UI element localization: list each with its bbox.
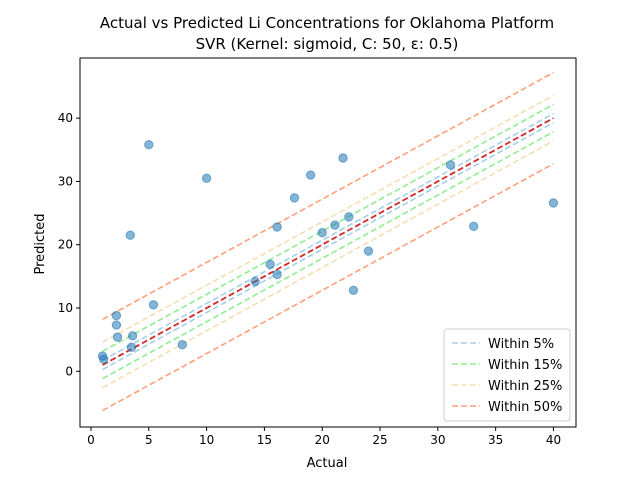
data-point xyxy=(468,221,479,232)
x-axis-label: Actual xyxy=(307,456,348,471)
band-line-within-25--upper xyxy=(102,94,554,343)
data-point xyxy=(338,153,348,163)
legend: Within 5% Within 15% Within 25% Within 50% xyxy=(443,328,571,422)
data-point xyxy=(317,227,327,238)
y-axis-label: Predicted xyxy=(33,213,48,274)
data-point xyxy=(250,276,260,287)
x-tick-label: 25 xyxy=(372,433,387,447)
data-point xyxy=(344,212,354,222)
data-point xyxy=(125,230,135,240)
data-point xyxy=(126,342,137,352)
data-point xyxy=(289,193,300,203)
scatter-points xyxy=(97,140,559,364)
data-point xyxy=(177,340,188,350)
band-line-within-50--upper xyxy=(102,71,554,321)
band-line-within-15--upper xyxy=(102,103,554,353)
x-tick-label: 15 xyxy=(257,433,272,447)
data-point xyxy=(127,331,138,341)
data-point xyxy=(111,310,122,321)
legend-label: Within 15% xyxy=(488,358,562,373)
data-point xyxy=(148,300,159,310)
x-tick-label: 10 xyxy=(199,433,214,447)
ideal-line xyxy=(102,117,554,366)
data-point xyxy=(265,259,275,270)
y-tick-label: 0 xyxy=(65,364,73,378)
plot-frame xyxy=(79,57,577,428)
data-point xyxy=(111,320,122,330)
band-line-within-5--upper xyxy=(102,112,554,362)
ideal-line-layer xyxy=(102,117,554,366)
band-line-within-5--lower xyxy=(102,121,554,371)
tolerance-bands xyxy=(102,71,554,412)
data-point xyxy=(144,140,154,150)
data-point xyxy=(348,285,359,295)
band-line-within-15--lower xyxy=(102,131,554,380)
x-tick-label: 35 xyxy=(488,433,503,447)
chart-title: Actual vs Predicted Li Concentrations fo… xyxy=(100,14,554,32)
y-tick-label: 40 xyxy=(58,111,73,125)
y-tick-label: 20 xyxy=(58,238,73,252)
data-point xyxy=(112,332,123,342)
x-tick-label: 5 xyxy=(145,433,153,447)
data-point xyxy=(201,173,212,183)
legend-box xyxy=(443,328,571,422)
data-point xyxy=(445,160,456,170)
y-tick-label: 10 xyxy=(58,301,73,315)
x-tick-label: 40 xyxy=(546,433,561,447)
legend-label: Within 5% xyxy=(488,337,554,352)
legend-label: Within 25% xyxy=(488,379,562,394)
data-point xyxy=(99,354,109,364)
data-point xyxy=(330,220,340,230)
legend-label: Within 50% xyxy=(488,400,562,415)
y-tick-label: 30 xyxy=(58,174,73,188)
x-tick-label: 30 xyxy=(430,433,445,447)
x-tick-label: 0 xyxy=(87,433,95,447)
data-point xyxy=(272,222,282,232)
y-axis-ticks: 0 10 20 30 40 xyxy=(58,111,80,378)
data-point xyxy=(272,269,282,280)
band-line-within-25--lower xyxy=(102,140,554,389)
data-point xyxy=(305,170,316,180)
data-point xyxy=(363,246,374,256)
x-axis-ticks: 0 5 10 15 20 25 30 35 40 xyxy=(87,427,561,447)
data-point xyxy=(548,198,559,208)
band-line-within-50--lower xyxy=(102,162,554,412)
x-tick-label: 20 xyxy=(315,433,330,447)
chart-subtitle: SVR (Kernel: sigmoid, C: 50, ε: 0.5) xyxy=(196,35,459,53)
